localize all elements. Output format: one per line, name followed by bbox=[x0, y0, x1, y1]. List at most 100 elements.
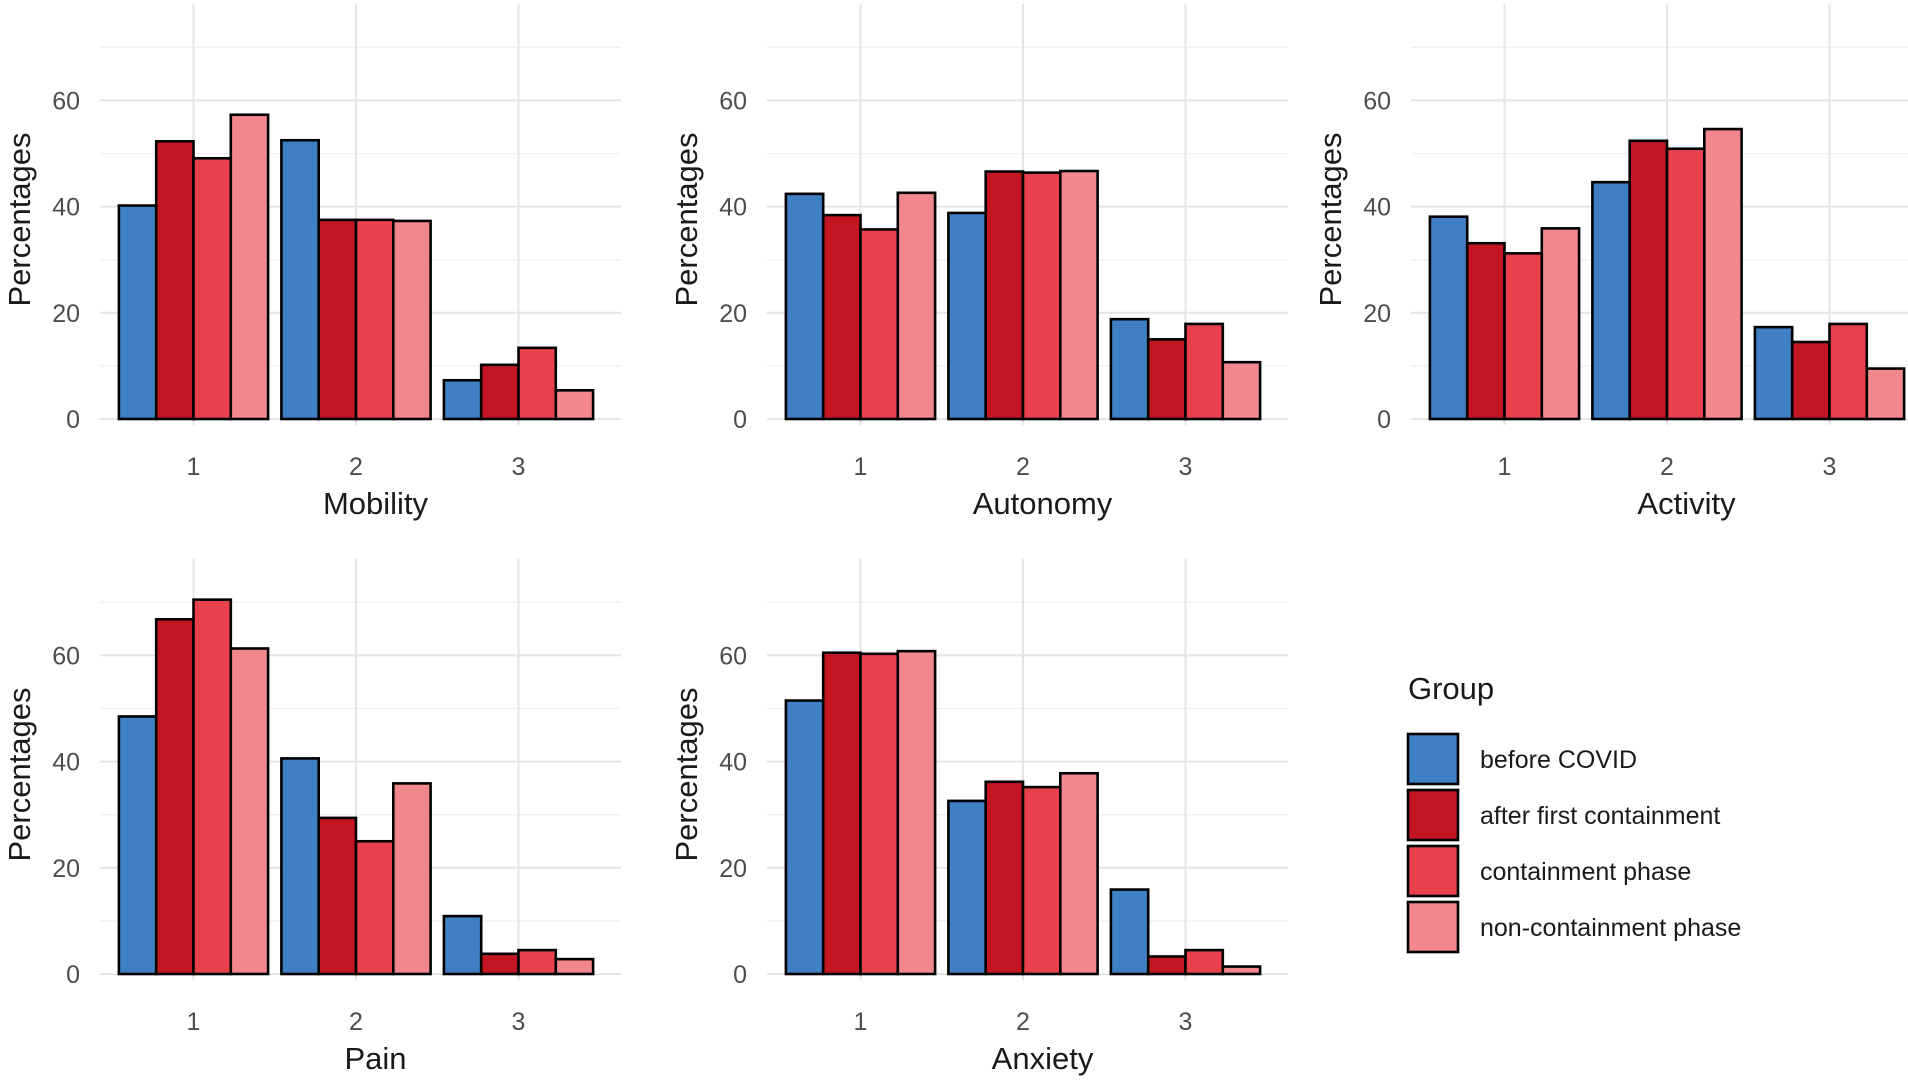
bar-containment-phase-cat-3 bbox=[1184, 948, 1225, 976]
y-tick-label: 60 bbox=[52, 87, 80, 115]
bar-containment-phase-cat-1 bbox=[859, 652, 900, 976]
bar-non-containment-phase-cat-1 bbox=[229, 647, 270, 976]
y-tick-label: 20 bbox=[719, 300, 747, 328]
bar-before-covid-cat-3 bbox=[1109, 317, 1150, 421]
bar-non-containment-phase-cat-1 bbox=[1540, 227, 1581, 421]
x-tick-label: 2 bbox=[349, 453, 363, 481]
y-tick-label: 20 bbox=[1363, 300, 1391, 328]
x-axis-title: Pain bbox=[344, 1041, 406, 1076]
bar-non-containment-phase-cat-1 bbox=[896, 191, 937, 421]
panel-autonomy: 0 20 40 60 1 2 3 Autonomy Percentages bbox=[669, 4, 1288, 521]
legend-label: before COVID bbox=[1480, 746, 1637, 774]
x-tick-label: 2 bbox=[1016, 1008, 1030, 1036]
legend-swatch-containment-phase bbox=[1406, 844, 1460, 898]
bar-before-covid-cat-2 bbox=[280, 138, 320, 421]
panel-anxiety: 0 20 40 60 1 2 3 Anxiety Percentages bbox=[669, 559, 1288, 1076]
x-tick-label: 1 bbox=[187, 1008, 201, 1036]
bar-before-covid-cat-3 bbox=[1109, 888, 1150, 976]
y-tick-label: 0 bbox=[733, 961, 747, 989]
bar-containment-phase-cat-2 bbox=[1021, 785, 1062, 976]
bar-containment-phase-cat-2 bbox=[354, 839, 395, 976]
bar-non-containment-phase-cat-3 bbox=[554, 389, 595, 421]
y-tick-label: 60 bbox=[52, 642, 80, 670]
legend-items: before COVID after first containment conta… bbox=[1406, 732, 1741, 954]
bar-non-containment-phase-cat-1 bbox=[229, 113, 270, 421]
bar-containment-phase-cat-2 bbox=[354, 218, 395, 421]
legend-label: after first containment bbox=[1480, 802, 1720, 830]
bar-non-containment-phase-cat-3 bbox=[1865, 367, 1906, 421]
bar-before-covid-cat-2 bbox=[280, 757, 320, 976]
legend-title: Group bbox=[1408, 671, 1494, 706]
bar-before-covid-cat-3 bbox=[442, 378, 483, 421]
bar-after-first-containment-cat-1 bbox=[154, 617, 195, 976]
legend-swatch-non-containment-phase bbox=[1406, 900, 1460, 954]
bar-containment-phase-cat-3 bbox=[1828, 322, 1869, 421]
bar-non-containment-phase-cat-2 bbox=[1058, 771, 1099, 976]
y-axis-title: Percentages bbox=[2, 132, 37, 306]
bar-before-covid-cat-2 bbox=[947, 799, 987, 976]
bar-after-first-containment-cat-2 bbox=[984, 170, 1025, 421]
y-axis-title: Percentages bbox=[2, 687, 37, 861]
y-tick-label: 60 bbox=[719, 642, 747, 670]
bar-containment-phase-cat-3 bbox=[517, 346, 558, 421]
bar-after-first-containment-cat-1 bbox=[821, 213, 862, 421]
bar-non-containment-phase-cat-2 bbox=[1058, 169, 1099, 421]
x-axis-title: Mobility bbox=[323, 486, 429, 521]
legend-swatch-before-covid bbox=[1406, 732, 1460, 786]
bar-after-first-containment-cat-2 bbox=[984, 780, 1025, 976]
legend-label: non-containment phase bbox=[1480, 914, 1741, 942]
y-axis-title: Percentages bbox=[669, 687, 704, 861]
x-tick-label: 1 bbox=[187, 453, 201, 481]
x-tick-label: 1 bbox=[1498, 453, 1512, 481]
panel-pain: 0 20 40 60 1 2 3 Pain Percentages bbox=[2, 559, 621, 1076]
y-tick-label: 0 bbox=[1377, 406, 1391, 434]
y-tick-label: 40 bbox=[52, 194, 80, 222]
y-tick-label: 40 bbox=[52, 749, 80, 777]
bar-containment-phase-cat-2 bbox=[1021, 171, 1062, 421]
bar-after-first-containment-cat-2 bbox=[1628, 139, 1669, 421]
bar-before-covid-cat-3 bbox=[442, 914, 483, 976]
bar-non-containment-phase-cat-2 bbox=[391, 219, 432, 421]
bar-after-first-containment-cat-1 bbox=[154, 139, 195, 421]
x-axis-title: Autonomy bbox=[973, 486, 1113, 521]
x-tick-label: 2 bbox=[1016, 453, 1030, 481]
bar-containment-phase-cat-3 bbox=[517, 948, 558, 976]
y-axis-title: Percentages bbox=[1313, 132, 1348, 306]
bar-non-containment-phase-cat-1 bbox=[896, 649, 937, 976]
panel-activity: 0 20 40 60 1 2 3 Activity Percentages bbox=[1313, 4, 1908, 521]
x-tick-label: 3 bbox=[1823, 453, 1837, 481]
x-tick-label: 3 bbox=[512, 453, 526, 481]
legend-label: containment phase bbox=[1480, 858, 1691, 886]
bar-before-covid-cat-1 bbox=[784, 699, 825, 976]
bar-containment-phase-cat-3 bbox=[1184, 322, 1225, 421]
bar-containment-phase-cat-1 bbox=[192, 156, 233, 421]
y-tick-label: 40 bbox=[719, 749, 747, 777]
y-tick-label: 40 bbox=[719, 194, 747, 222]
legend: Group before COVID after first containmen… bbox=[1406, 671, 1741, 954]
y-tick-label: 20 bbox=[52, 300, 80, 328]
y-axis-title: Percentages bbox=[669, 132, 704, 306]
legend-swatch-after-first-containment bbox=[1406, 788, 1460, 842]
bar-before-covid-cat-1 bbox=[117, 715, 158, 976]
bar-after-first-containment-cat-1 bbox=[1465, 241, 1506, 421]
bar-non-containment-phase-cat-3 bbox=[1221, 360, 1262, 421]
y-tick-label: 20 bbox=[52, 855, 80, 883]
bar-after-first-containment-cat-2 bbox=[317, 218, 358, 421]
bar-after-first-containment-cat-3 bbox=[479, 363, 520, 421]
bar-before-covid-cat-1 bbox=[1428, 215, 1469, 421]
bar-before-covid-cat-3 bbox=[1753, 325, 1794, 421]
y-tick-label: 0 bbox=[66, 961, 80, 989]
x-tick-label: 2 bbox=[1660, 453, 1674, 481]
bar-after-first-containment-cat-2 bbox=[317, 816, 358, 976]
x-tick-label: 3 bbox=[1179, 1008, 1193, 1036]
x-tick-label: 2 bbox=[349, 1008, 363, 1036]
bar-before-covid-cat-1 bbox=[117, 204, 158, 421]
bar-non-containment-phase-cat-3 bbox=[554, 957, 595, 976]
bar-before-covid-cat-2 bbox=[947, 211, 987, 421]
bar-containment-phase-cat-1 bbox=[859, 228, 900, 421]
x-tick-label: 1 bbox=[854, 1008, 868, 1036]
bar-containment-phase-cat-1 bbox=[1503, 252, 1544, 421]
bar-after-first-containment-cat-3 bbox=[1146, 955, 1187, 976]
y-tick-label: 0 bbox=[733, 406, 747, 434]
